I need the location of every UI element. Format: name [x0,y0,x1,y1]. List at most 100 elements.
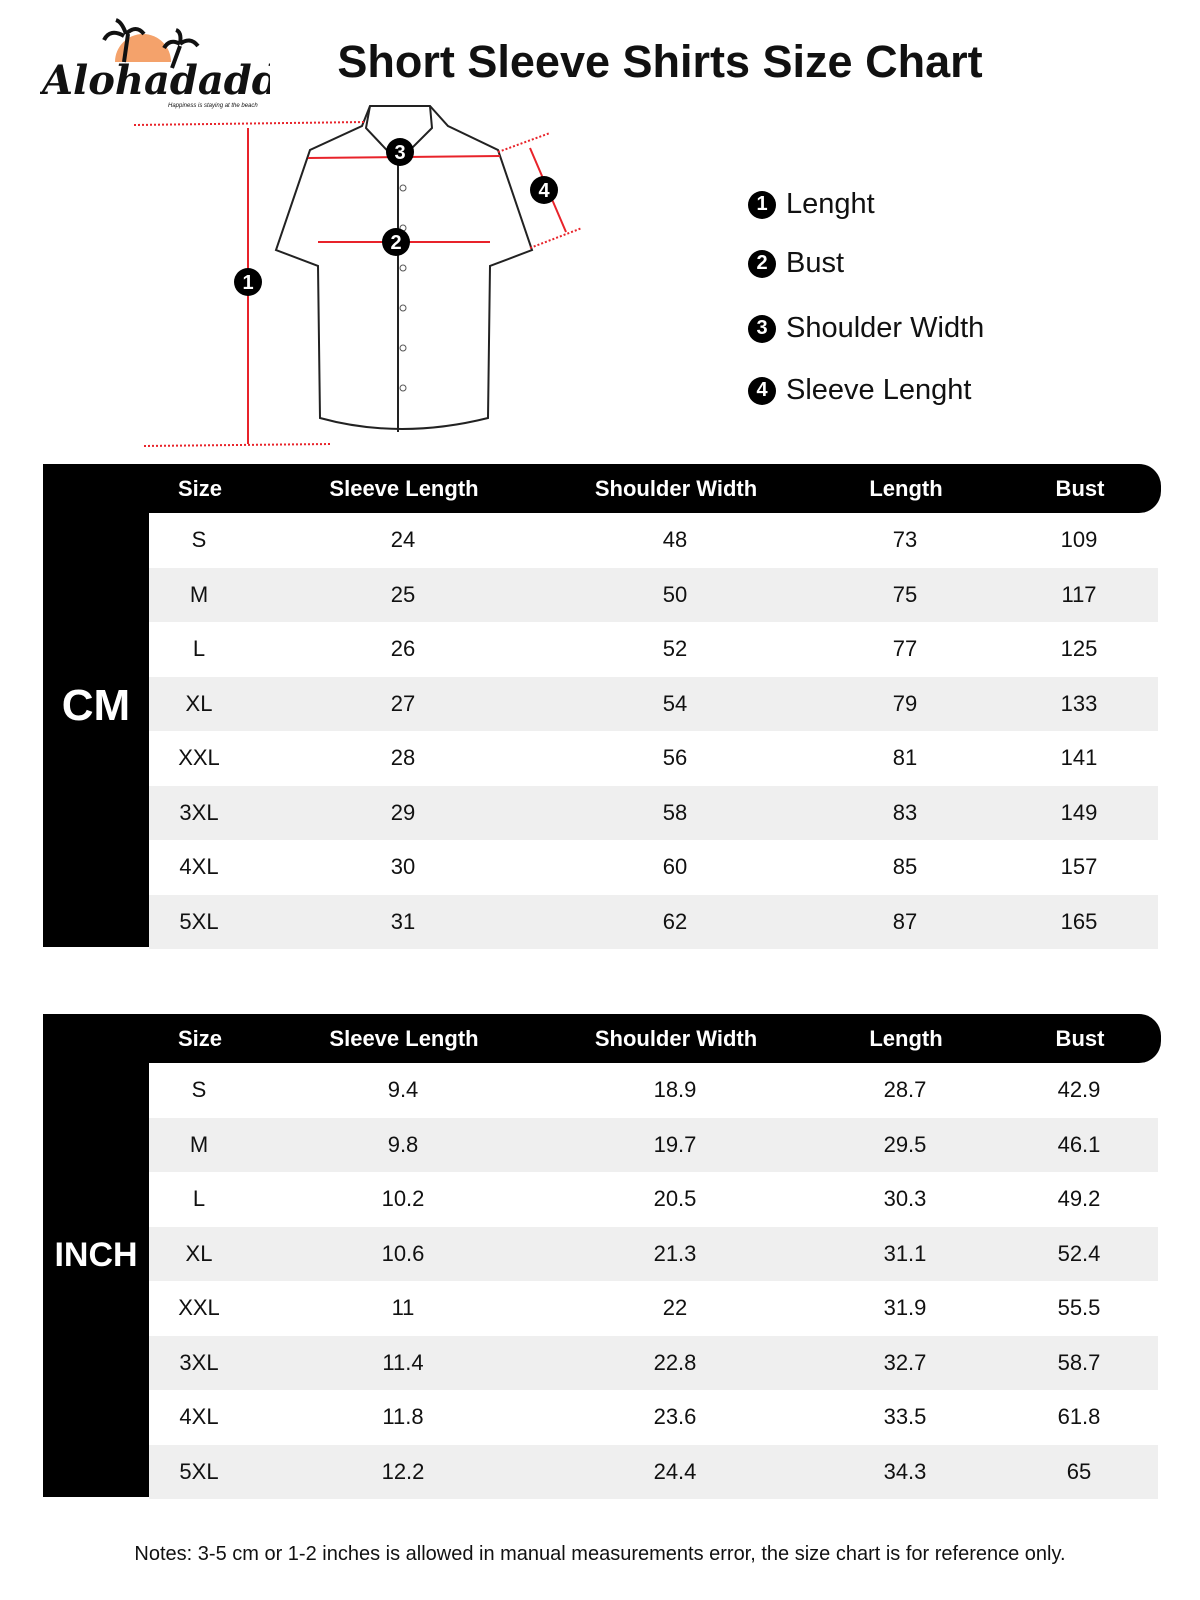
table-cell: 60 [662,854,688,880]
table-row: 4XL 30 60 85 157 [149,840,1158,895]
table-cell: 29 [390,799,416,825]
table-cell: 83 [892,799,918,825]
notes: Notes: 3-5 cm or 1-2 inches is allowed i… [134,1543,1066,1565]
column-header: Shoulder Width [594,1025,758,1051]
brand-logo: Alohadaddy Happiness is staying at the b… [38,14,306,114]
table-cell: 25 [390,581,416,607]
table-cell: 149 [1060,799,1098,825]
table-cell: 22.8 [653,1349,697,1375]
table-cell: 18.9 [653,1077,697,1103]
table-row: 3XL 29 58 83 149 [149,785,1158,840]
table-cell: 33.5 [883,1404,927,1430]
size-table-cm: CM Size Sleeve Length Shoulder Width Length B… [43,464,1161,949]
number-2-icon: 2 [748,249,776,278]
table-row: XXL 28 56 81 141 [149,731,1158,786]
table-cell: 32.7 [883,1349,927,1375]
marker-1: 1 [242,272,253,294]
table-cell: 21.3 [653,1240,697,1266]
table-cell: 65 [1066,1458,1092,1484]
table-cell: 4XL [179,1404,219,1430]
table-cell: 165 [1060,908,1098,934]
table-row: 3XL 11.4 22.8 32.7 58.7 [149,1335,1158,1390]
table-cell: 56 [662,745,688,771]
column-header: Size [177,1025,223,1051]
table-cell: 42.9 [1057,1077,1101,1103]
table-cell: 79 [892,690,918,716]
marker-2: 2 [390,232,401,254]
table-row: L 26 52 77 125 [149,622,1158,677]
table-cell: 31.9 [883,1295,927,1321]
column-header: Shoulder Width [594,475,758,501]
marker-4: 4 [538,180,550,202]
column-header: Bust [1055,475,1105,501]
table-cell: 31 [390,908,416,934]
size-table-inch: INCH Size Sleeve Length Shoulder Width Lengt… [43,1014,1161,1499]
legend-item-shoulder-width: 3 Shoulder Width [748,312,984,345]
table-cell: 10.2 [381,1186,425,1212]
table-header: Size Sleeve Length Shoulder Width Length Bus… [43,464,1161,513]
table-cell: 157 [1060,854,1098,880]
table-cell: 87 [892,908,918,934]
table-cell: 29.5 [883,1131,927,1157]
table-cell: XL [185,1240,213,1266]
table-row: 4XL 11.8 23.6 33.5 61.8 [149,1390,1158,1445]
column-header: Bust [1055,1025,1105,1051]
marker-3: 3 [394,142,405,164]
table-cell: 52.4 [1057,1240,1101,1266]
table-row: XL 10.6 21.3 31.1 52.4 [149,1226,1158,1281]
table-cell: 50 [662,581,688,607]
table-cell: 22 [662,1295,688,1321]
table-cell: 61.8 [1057,1404,1101,1430]
column-header: Size [177,475,223,501]
table-cell: 3XL [179,799,219,825]
table-cell: 12.2 [381,1458,425,1484]
table-cell: 133 [1060,690,1098,716]
unit-label: INCH [43,1014,149,1497]
table-cell: 27 [390,690,416,716]
shirt-measurement-diagram: 1 2 3 4 [130,100,610,452]
table-cell: 28.7 [883,1077,927,1103]
table-row: 5XL 12.2 24.4 34.3 65 [149,1444,1158,1499]
logo-tagline: Happiness is staying at the beach [168,103,258,109]
table-cell: XL [185,690,213,716]
number-3-icon: 3 [748,314,776,343]
table-row: XXL 11 22 31.9 55.5 [149,1281,1158,1336]
table-row: M 9.8 19.7 29.5 46.1 [149,1117,1158,1172]
table-cell: 9.8 [387,1131,419,1157]
column-header: Length [869,1025,943,1051]
table-cell: L [192,1186,206,1212]
table-cell: 73 [892,527,918,553]
table-cell: 3XL [179,1349,219,1375]
table-cell: 11.4 [382,1349,424,1375]
legend-item-bust: 2 Bust [748,247,844,280]
column-header: Length [869,475,943,501]
table-cell: M [189,1131,209,1157]
table-cell: 62 [662,908,688,934]
table-cell: 54 [662,690,688,716]
table-cell: S [191,1077,207,1103]
table-cell: 85 [892,854,918,880]
table-cell: 11 [391,1295,415,1321]
table-cell: 24.4 [653,1458,697,1484]
table-cell: 77 [892,636,918,662]
table-cell: 19.7 [653,1131,697,1157]
table-cell: 4XL [179,854,219,880]
table-cell: XXL [178,1295,220,1321]
table-cell: 5XL [179,908,219,934]
table-row: S 9.4 18.9 28.7 42.9 [149,1063,1158,1118]
table-row: XL 27 54 79 133 [149,676,1158,731]
table-cell: S [191,527,207,553]
logo-wordmark: Alohadaddy [40,57,270,104]
table-row: 5XL 31 62 87 165 [149,894,1158,949]
table-row: M 25 50 75 117 [149,567,1158,622]
number-4-icon: 4 [748,376,776,405]
column-header: Sleeve Length [329,475,479,501]
unit-label: CM [43,464,149,947]
table-cell: 30.3 [883,1186,927,1212]
page-title: Short Sleeve Shirts Size Chart [337,36,983,87]
table-cell: 52 [662,636,688,662]
table-cell: 55.5 [1057,1295,1101,1321]
table-cell: 11.8 [382,1404,424,1430]
table-cell: 81 [892,745,918,771]
table-cell: 23.6 [653,1404,697,1430]
